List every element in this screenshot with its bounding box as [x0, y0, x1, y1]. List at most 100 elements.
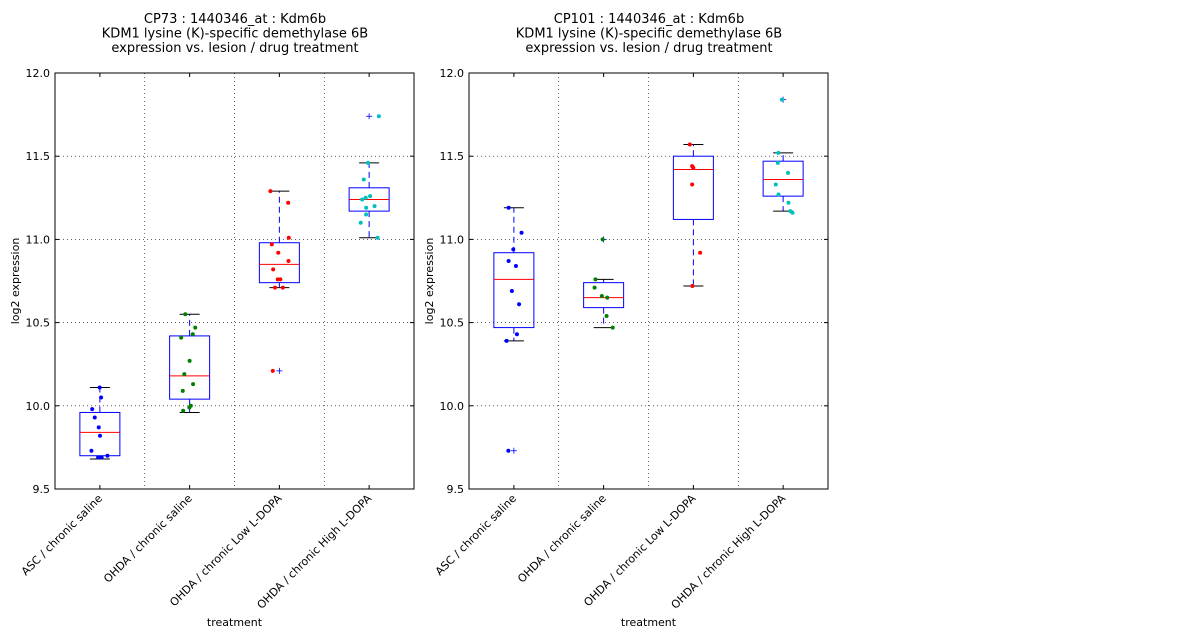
data-point: [376, 114, 381, 119]
data-point: [286, 200, 291, 205]
data-point: [690, 283, 695, 288]
data-point: [366, 160, 371, 165]
data-point: [90, 407, 95, 412]
data-point: [364, 205, 369, 210]
data-point: [506, 259, 511, 264]
data-point: [181, 408, 186, 413]
data-point: [96, 455, 101, 460]
data-point: [361, 177, 366, 182]
iqr-box: [79, 411, 121, 457]
y-tick-label: 10.5: [26, 317, 51, 330]
y-axis-label: log2 expression: [423, 238, 436, 325]
data-point: [776, 192, 781, 197]
data-point: [187, 358, 192, 363]
box-4: [348, 113, 390, 240]
data-point: [605, 295, 610, 300]
y-tick-label: 9.5: [33, 483, 51, 496]
box-3: [258, 189, 300, 374]
iqr-box: [258, 242, 300, 284]
y-tick-label: 12.0: [440, 67, 465, 80]
data-point: [286, 235, 291, 240]
data-point: [187, 405, 192, 410]
data-point: [99, 455, 104, 460]
data-point: [785, 170, 790, 175]
data-point: [514, 332, 519, 337]
data-point: [519, 230, 524, 235]
data-point: [593, 277, 598, 282]
chart-title-line: CP101 : 1440346_at : Kdm6b: [554, 12, 744, 27]
data-point: [775, 160, 780, 165]
data-point: [191, 382, 196, 387]
y-tick-label: 11.0: [440, 233, 465, 246]
data-point: [269, 242, 274, 247]
x-axis-label: treatment: [207, 616, 263, 629]
data-point: [270, 368, 275, 373]
data-point: [790, 210, 795, 215]
data-point: [190, 332, 195, 337]
data-point: [610, 325, 615, 330]
x-tick-label: ASC / chronic saline: [433, 492, 519, 578]
data-point: [180, 388, 185, 393]
box-3: [672, 142, 714, 288]
box-2: [583, 236, 625, 330]
data-point: [89, 448, 94, 453]
chart-title-line: KDM1 lysine (K)-specific demethylase 6B: [102, 27, 368, 42]
data-point: [96, 425, 101, 430]
data-point: [599, 293, 604, 298]
data-point: [368, 194, 373, 199]
iqr-box: [169, 335, 211, 400]
data-point: [271, 267, 276, 272]
y-tick-label: 10.0: [26, 400, 51, 413]
y-tick-label: 10.0: [440, 400, 465, 413]
data-point: [691, 165, 696, 170]
data-point: [278, 277, 283, 282]
data-point: [182, 372, 187, 377]
data-point: [776, 150, 781, 155]
data-point: [375, 235, 380, 240]
y-axis-label: log2 expression: [9, 238, 22, 325]
chart-title-line: expression vs. lesion / drug treatment: [111, 41, 358, 56]
y-tick-label: 11.0: [26, 233, 51, 246]
data-point: [779, 97, 784, 102]
chart-title-line: KDM1 lysine (K)-specific demethylase 6B: [516, 27, 782, 42]
data-point: [517, 302, 522, 307]
data-point: [276, 250, 281, 255]
y-tick-label: 10.5: [440, 317, 465, 330]
data-point: [179, 335, 184, 340]
box-4: [762, 96, 804, 215]
y-tick-label: 11.5: [26, 150, 51, 163]
y-tick-label: 9.5: [447, 483, 465, 496]
data-point: [98, 433, 103, 438]
data-point: [506, 205, 511, 210]
data-point: [506, 448, 511, 453]
data-point: [687, 142, 692, 147]
data-point: [504, 338, 509, 343]
data-point: [600, 237, 605, 242]
x-tick-label: OHDA / chronic saline: [515, 492, 609, 586]
data-point: [364, 212, 369, 217]
data-point: [509, 288, 514, 293]
iqr-box: [583, 282, 625, 309]
data-point: [193, 325, 198, 330]
data-point: [698, 250, 703, 255]
data-point: [363, 195, 368, 200]
iqr-box: [672, 155, 714, 220]
data-point: [786, 200, 791, 205]
data-point: [592, 285, 597, 290]
x-tick-label: ASC / chronic saline: [19, 492, 105, 578]
chart-title-line: expression vs. lesion / drug treatment: [525, 41, 772, 56]
data-point: [105, 453, 110, 458]
iqr-box: [493, 252, 535, 329]
data-point: [97, 385, 102, 390]
data-point: [511, 247, 516, 252]
box-1: [79, 385, 121, 460]
data-point: [183, 312, 188, 317]
data-point: [272, 285, 277, 290]
data-point: [773, 182, 778, 187]
data-point: [92, 415, 97, 420]
plot-frame: [468, 72, 829, 490]
box-2: [169, 312, 211, 413]
